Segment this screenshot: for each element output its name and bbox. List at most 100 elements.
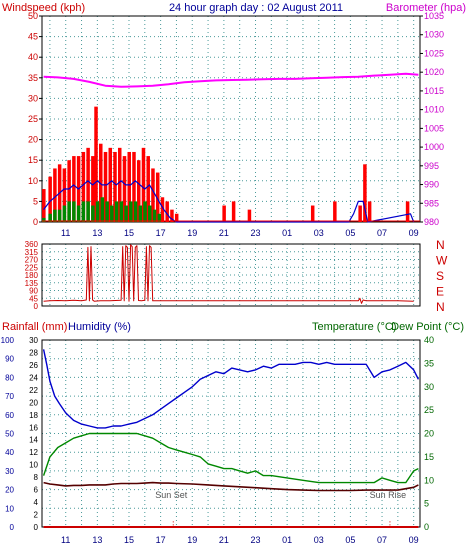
rain-tick-label: 0 [34,523,39,532]
sun-event-label: Sun Set [155,490,188,500]
wind-lull-bar [100,197,105,222]
humidity-line [42,349,420,429]
barometer-tick-label: 1025 [424,48,444,58]
wind-lull-bar [95,201,100,222]
x-tick-label: 03 [314,535,324,545]
x-tick-label: 23 [251,228,261,238]
x-tick-label: 11 [61,228,70,238]
humidity-tick-label: 60 [5,411,14,420]
wind-lull-bar [110,205,114,222]
barometer-tick-label: 1000 [424,142,444,152]
x-tick-label: 19 [187,535,197,545]
wind-gust-bar [247,209,252,222]
x-tick-label: 15 [124,535,134,545]
windspeed-tick-label: 15 [28,155,38,165]
direction-tick-label: 180 [25,271,39,280]
wind-lull-bar [57,209,62,222]
wind-gust-bar [53,168,57,222]
x-tick-label: 17 [156,535,166,545]
temperature-tick-label: 25 [424,405,434,415]
direction-tick-label: 270 [25,256,39,265]
compass-label: S [436,269,444,283]
windspeed-tick-label: 40 [28,52,38,62]
wind-lull-bar [124,205,128,222]
windspeed-tick-label: 45 [28,32,38,42]
wind-average-line [43,180,415,223]
wind-gust-bar [174,213,179,222]
wind-gust-bar [86,147,90,222]
wind-gust-bar [99,143,103,222]
wind-lull-bar [157,213,162,222]
wind-gust-bar [132,151,136,222]
wind-gust-bar [141,147,146,222]
rain-tick-label: 2 [34,511,39,520]
windspeed-axis-label: Windspeed (kph) [2,2,85,14]
wind-gust-bar [108,147,113,222]
compass-label: N [436,300,445,314]
dewpoint-line [43,481,419,492]
wind-gust-bar [231,201,236,222]
wind-lull-bar [138,205,143,222]
wind-lull-bar [72,201,76,222]
wind-gust-bar [62,168,67,222]
windspeed-tick-label: 50 [28,11,38,21]
x-tick-label: 13 [92,535,102,545]
wind-gust-bar [358,205,362,222]
compass-label: N [436,238,445,252]
wind-lull-bar [143,201,147,222]
rain-tick-label: 4 [34,498,39,507]
rain-tick-label: 10 [29,461,38,470]
sun-event-label: Sun Rise [370,490,407,500]
wind-direction-line [43,244,414,304]
wind-gust-bar [155,172,160,222]
wind-gust-bar [48,176,52,222]
direction-tick-label: 225 [25,263,39,272]
rain-tick-label: 16 [29,423,38,432]
temperature-tick-label: 20 [424,429,434,439]
wind-gust-bar [170,209,174,222]
rain-tick-label: 24 [29,373,38,382]
rain-tick-label: 8 [34,473,39,482]
humidity-tick-label: 30 [5,467,14,476]
humidity-tick-label: 40 [5,448,14,457]
x-tick-label: 15 [124,228,134,238]
x-tick-label: 01 [282,228,292,238]
direction-tick-label: 360 [25,240,39,249]
humidity-tick-label: 80 [5,373,14,382]
wind-gust-bar [136,160,141,222]
dewpoint-axis-label: Dew Point (°C) [391,321,464,333]
temperature-tick-label: 30 [424,382,434,392]
wind-gust-bar [113,151,117,222]
x-tick-label: 07 [377,228,387,238]
barometer-tick-label: 985 [424,198,439,208]
wind-lull-bar [67,201,71,222]
x-tick-label: 11 [61,535,70,545]
x-tick-label: 03 [314,228,324,238]
barometer-tick-label: 1020 [424,67,444,77]
wind-gust-bar [122,156,127,222]
wind-lull-bar [129,201,133,222]
wind-gust-bar [405,201,410,222]
wind-lull-bar [91,205,95,222]
compass-label: E [436,285,444,299]
wind-gust-bar [367,201,372,222]
chart-title: 24 hour graph day : 02 August 2011 [169,2,343,14]
windspeed-tick-label: 20 [28,135,38,145]
wind-lull-bar [133,201,138,222]
barometer-tick-label: 1005 [424,123,444,133]
wind-lull-bar [76,205,81,222]
windspeed-tick-label: 25 [28,114,38,124]
humidity-axis-label: Humidity (%) [68,321,131,333]
x-tick-label: 17 [156,228,166,238]
wind-lull-bar [62,205,67,222]
rain-tick-label: 30 [29,336,38,345]
wind-lull-bar [81,201,86,222]
temperature-tick-label: 15 [424,452,434,462]
temperature-tick-label: 0 [424,522,429,532]
wind-gust-bar [42,189,46,222]
rain-tick-label: 26 [29,361,38,370]
x-tick-label: 05 [345,228,355,238]
x-tick-label: 21 [219,228,229,238]
temperature-axis-label: Temperature (°C) [312,321,396,333]
